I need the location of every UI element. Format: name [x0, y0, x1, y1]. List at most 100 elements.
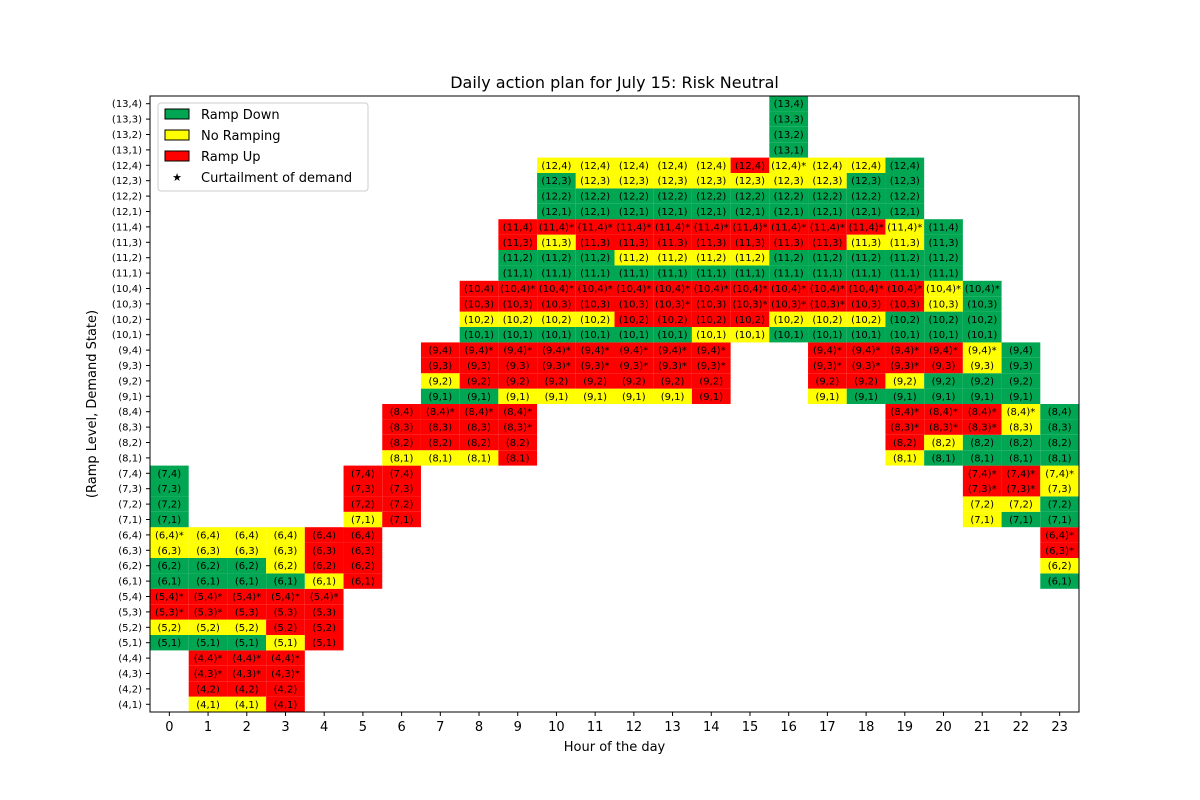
cell: (9,3)	[459, 357, 499, 374]
y-tick-label: (12,3)	[112, 176, 142, 187]
cell-label: (12,1)	[580, 207, 610, 218]
cell: (9,4)*	[691, 342, 731, 358]
legend-label: Ramp Down	[201, 108, 280, 123]
cell-rect	[420, 419, 460, 435]
cell-rect	[575, 373, 615, 389]
cell-label: (12,4)	[812, 161, 842, 172]
cell: (12,4)	[537, 157, 576, 173]
cell: (10,2)	[691, 311, 731, 327]
cell-rect	[1040, 481, 1079, 497]
cell: (11,1)	[575, 265, 615, 281]
cell: (9,1)	[498, 388, 538, 404]
cell-label: (7,2)	[351, 500, 375, 511]
cell-label: (11,4)*	[655, 222, 690, 233]
y-axis-label: (Ramp Level, Demand State)	[85, 310, 100, 498]
cell: (5,4)*	[304, 588, 344, 605]
cell: (8,2)	[498, 434, 538, 451]
cell-rect	[691, 373, 731, 389]
cell: (11,2)	[537, 250, 576, 266]
cell: (8,4)*	[498, 404, 538, 420]
cell-rect	[304, 558, 344, 574]
cell-label: (8,4)*	[890, 407, 919, 418]
cell-rect	[150, 604, 189, 620]
y-tick-label: (6,4)	[118, 530, 142, 541]
cell-label: (11,3)	[696, 238, 726, 249]
cell-label: (8,1)	[932, 453, 956, 464]
cell: (12,3)	[691, 173, 731, 189]
cell-rect	[846, 296, 886, 312]
cell: (8,4)*	[962, 404, 1002, 420]
cell-label: (9,1)	[932, 392, 956, 403]
cell-label: (8,2)	[506, 438, 530, 449]
cell-rect	[769, 327, 809, 343]
cell-rect	[150, 465, 189, 481]
cell-label: (8,3)*	[890, 423, 919, 434]
cell: (10,4)	[459, 280, 499, 297]
cell-rect	[150, 619, 189, 635]
cell-rect	[420, 357, 460, 374]
cell: (6,4)	[343, 527, 383, 543]
cell-rect	[808, 234, 847, 250]
cell: (11,2)	[730, 250, 770, 266]
cell-label: (10,1)	[967, 330, 997, 341]
cell: (9,1)	[575, 388, 615, 404]
cell-label: (6,3)	[274, 546, 298, 557]
cell: (12,3)	[537, 173, 576, 189]
cell: (9,4)*	[459, 342, 499, 358]
cell: (9,3)	[1001, 357, 1041, 374]
cell-rect	[266, 558, 305, 574]
cell: (10,2)	[885, 311, 925, 327]
cell: (12,1)	[614, 203, 654, 220]
cell-rect	[1040, 465, 1079, 481]
cell-rect	[304, 588, 344, 605]
cell-label: (6,2)	[196, 561, 220, 572]
cell-label: (8,1)	[506, 453, 530, 464]
cell-rect	[653, 188, 692, 204]
cell-rect	[537, 173, 576, 189]
cell-label: (7,1)	[390, 515, 414, 526]
cell-label: (12,2)	[812, 192, 842, 203]
cell: (10,1)	[846, 327, 886, 343]
cell-rect	[846, 327, 886, 343]
cell: (8,4)	[1040, 404, 1079, 420]
cell: (11,1)	[924, 265, 963, 281]
cell: (5,4)*	[188, 588, 228, 605]
cell-label: (9,3)*	[852, 361, 881, 372]
cell-rect	[614, 327, 654, 343]
cell-label: (12,3)	[541, 176, 571, 187]
cell: (10,1)	[575, 327, 615, 343]
cell-rect	[459, 434, 499, 451]
cell-label: (10,2)	[619, 315, 649, 326]
cell-rect	[691, 342, 731, 358]
y-tick-label: (13,2)	[112, 130, 142, 141]
cell-label: (10,2)	[774, 315, 804, 326]
cell: (9,3)	[498, 357, 538, 374]
cell-rect	[1001, 450, 1041, 466]
cell-label: (8,2)	[1009, 438, 1033, 449]
cell: (6,3)	[343, 542, 383, 558]
cell-label: (8,3)	[390, 423, 414, 434]
cell-label: (10,4)*	[849, 284, 884, 295]
cell-rect	[266, 635, 305, 651]
x-tick-label: 11	[587, 720, 604, 735]
cell-label: (12,1)	[812, 207, 842, 218]
cell-rect	[885, 450, 925, 466]
cell-rect	[924, 373, 963, 389]
cell-label: (5,1)	[157, 638, 181, 649]
cell-rect	[962, 434, 1002, 451]
cell: (10,2)	[924, 311, 963, 327]
cell-label: (10,3)*	[655, 299, 690, 310]
cell-rect	[653, 203, 692, 220]
cell: (11,3)	[846, 234, 886, 250]
cell: (10,2)	[614, 311, 654, 327]
y-tick-label: (6,2)	[118, 561, 142, 572]
cell-label: (5,3)*	[155, 607, 184, 618]
cell-rect	[498, 219, 538, 235]
cell-rect	[769, 126, 809, 143]
cell: (9,4)*	[962, 342, 1002, 358]
cell: (7,3)	[343, 481, 383, 497]
cell-rect	[924, 234, 963, 250]
cell-rect	[537, 250, 576, 266]
cell-label: (6,3)	[196, 546, 220, 557]
cell-rect	[227, 573, 267, 589]
